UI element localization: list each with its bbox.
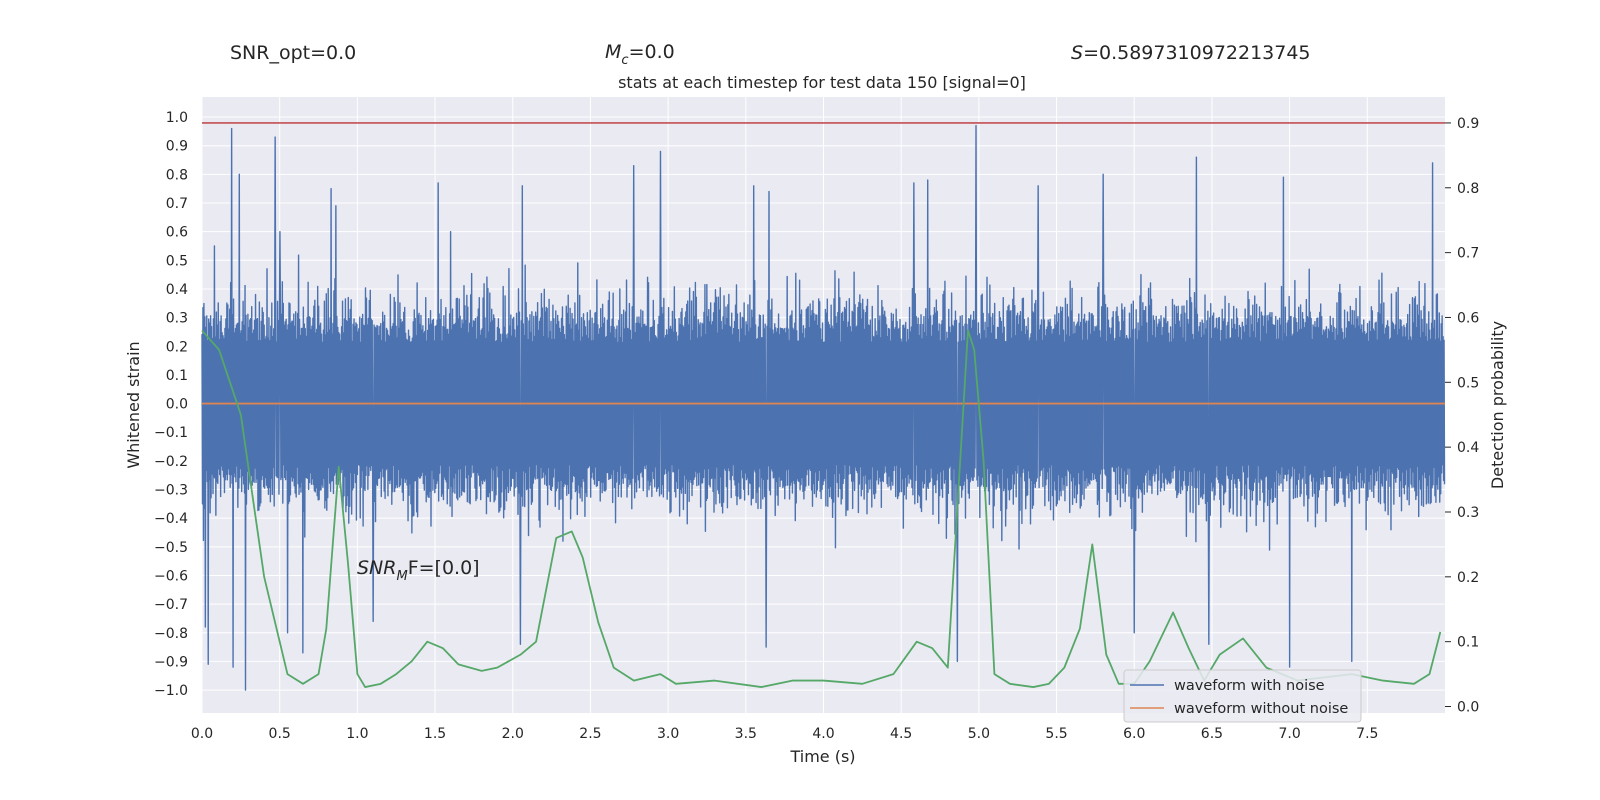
x-tick-label: 2.0 bbox=[502, 726, 524, 742]
y-tick-label: −0.4 bbox=[154, 511, 188, 527]
y2-tick-label: 0.9 bbox=[1457, 116, 1479, 132]
s-statistic-label: S=0.5897310972213745 bbox=[1071, 42, 1311, 64]
x-tick-label: 0.5 bbox=[269, 726, 291, 742]
x-tick-label: 1.5 bbox=[424, 726, 446, 742]
y-tick-label: 0.3 bbox=[166, 311, 188, 327]
x-tick-label: 7.0 bbox=[1278, 726, 1300, 742]
y-tick-label: −0.7 bbox=[154, 597, 188, 613]
y2-tick-label: 0.3 bbox=[1457, 505, 1479, 521]
y2-tick-label: 0.7 bbox=[1457, 246, 1479, 262]
y-tick-label: 0.4 bbox=[166, 282, 188, 298]
y2-axis-ticks: 0.9 0.8 0.7 0.6 0.5 0.4 0.3 0.2 0.1 0.0 bbox=[1445, 116, 1479, 716]
y-axis-label: Whitened strain bbox=[124, 341, 143, 468]
y2-axis-label: Detection probability bbox=[1488, 321, 1507, 489]
legend-label-noise: waveform with noise bbox=[1174, 678, 1325, 694]
y-tick-label: −0.6 bbox=[154, 568, 188, 584]
y2-tick-label: 0.0 bbox=[1457, 700, 1479, 716]
y2-tick-label: 0.4 bbox=[1457, 440, 1479, 456]
y-tick-label: −0.8 bbox=[154, 626, 188, 642]
x-tick-label: 6.5 bbox=[1201, 726, 1223, 742]
x-tick-label: 4.5 bbox=[890, 726, 912, 742]
x-tick-label: 1.0 bbox=[346, 726, 368, 742]
y-tick-label: 0.8 bbox=[166, 167, 188, 183]
y2-tick-label: 0.8 bbox=[1457, 181, 1479, 197]
x-tick-label: 3.5 bbox=[735, 726, 757, 742]
y-tick-label: 0.7 bbox=[166, 196, 188, 212]
detection-probability-series bbox=[201, 329, 1442, 688]
y2-tick-label: 0.2 bbox=[1457, 570, 1479, 586]
y-tick-label: 0.5 bbox=[166, 253, 188, 269]
x-tick-label: 4.0 bbox=[812, 726, 834, 742]
x-tick-label: 3.0 bbox=[657, 726, 679, 742]
y-tick-label: 0.1 bbox=[166, 368, 188, 384]
legend-box bbox=[1123, 669, 1362, 723]
x-tick-label: 7.5 bbox=[1356, 726, 1378, 742]
x-tick-label: 2.5 bbox=[579, 726, 601, 742]
y-tick-label: −0.1 bbox=[154, 425, 188, 441]
y-tick-label: 0.6 bbox=[166, 225, 188, 241]
y2-tick-label: 0.5 bbox=[1457, 375, 1479, 391]
waveform-with-noise-line bbox=[201, 124, 1446, 691]
detection-probability-line bbox=[201, 329, 1442, 688]
y2-tick-label: 0.1 bbox=[1457, 635, 1479, 651]
y-tick-label: −0.2 bbox=[154, 454, 188, 470]
y-tick-label: 0.0 bbox=[166, 397, 188, 413]
y-tick-label: −0.3 bbox=[154, 483, 188, 499]
waveform-with-noise-series bbox=[201, 124, 1446, 691]
y-tick-label: 0.2 bbox=[166, 339, 188, 355]
y-tick-label: 0.9 bbox=[166, 139, 188, 155]
snr-opt-label: SNR_opt=0.0 bbox=[230, 42, 356, 64]
chirp-mass-label: Mc=0.0 bbox=[605, 41, 675, 68]
chart-title: stats at each timestep for test data 150… bbox=[618, 73, 1026, 92]
y-tick-label: 1.0 bbox=[166, 110, 188, 126]
y-tick-label: −1.0 bbox=[154, 683, 188, 699]
y-tick-label: −0.5 bbox=[154, 540, 188, 556]
y-axis-ticks: 1.0 0.9 0.8 0.7 0.6 0.5 0.4 0.3 0.2 0.1 0.0 −0.1 −0.… bbox=[154, 110, 188, 699]
y2-tick-label: 0.6 bbox=[1457, 310, 1479, 326]
x-tick-label: 6.0 bbox=[1123, 726, 1145, 742]
snr-mf-annotation: SNRMF=[0.0] bbox=[357, 557, 480, 584]
x-tick-label: 5.0 bbox=[968, 726, 990, 742]
x-axis-ticks: 0.0 0.5 1.0 1.5 2.0 2.5 3.0 3.5 4.0 4.5 5.0 5.5 6.0 6… bbox=[191, 726, 1379, 742]
legend: waveform with noise waveform without noi… bbox=[1123, 669, 1362, 723]
x-tick-label: 0.0 bbox=[191, 726, 213, 742]
x-tick-label: 5.5 bbox=[1045, 726, 1067, 742]
x-axis-label: Time (s) bbox=[789, 747, 855, 766]
legend-label-clean: waveform without noise bbox=[1174, 701, 1348, 717]
y-tick-label: −0.9 bbox=[154, 654, 188, 670]
